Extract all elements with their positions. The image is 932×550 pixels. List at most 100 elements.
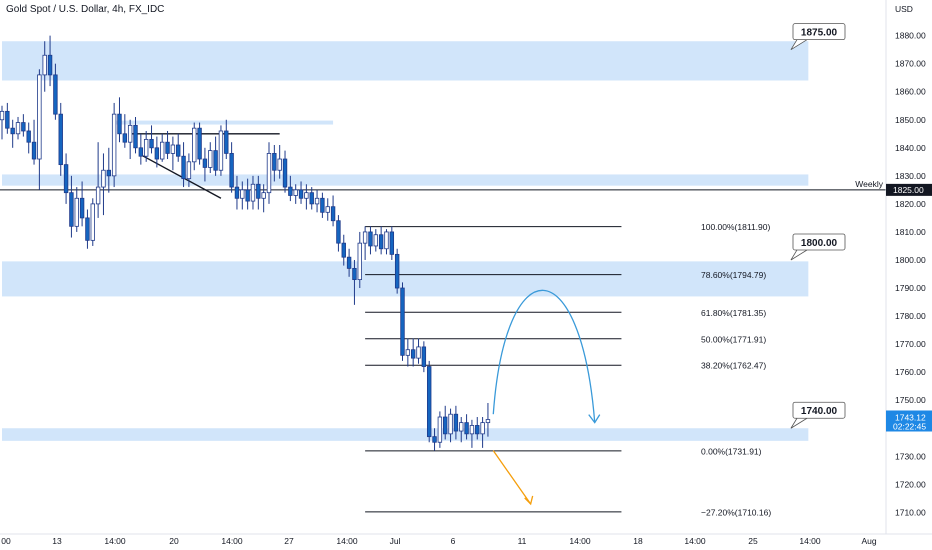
candle-body-down (389, 231, 395, 255)
key-level-callout: 1740.00 (790, 401, 846, 429)
candle-body-up (459, 422, 464, 432)
callout-box (792, 401, 846, 419)
candle-body-up (437, 416, 443, 443)
candle (186, 153, 192, 188)
candle-body-down (58, 113, 63, 166)
candle-body-down (330, 206, 336, 222)
candle-body-down (138, 147, 144, 157)
candle-body-down (298, 189, 304, 199)
candle (288, 175, 293, 202)
candle (176, 133, 181, 162)
candle (138, 133, 144, 165)
callout-pointer (790, 249, 808, 261)
price-axis[interactable]: USD1710.001720.001730.001740.001750.0017… (885, 0, 932, 550)
time-tick-label: Aug (861, 536, 876, 546)
candle-body-up (293, 189, 298, 196)
candle (122, 114, 128, 148)
candle-body-down (421, 346, 427, 367)
support-resistance-zones (2, 41, 809, 441)
candle (197, 122, 202, 165)
candle-body-down (453, 413, 459, 432)
candle-body-down (475, 425, 480, 435)
candle-body-up (192, 127, 197, 163)
price-tick-label: 1850.00 (895, 115, 926, 125)
candle (416, 338, 421, 364)
candle-body-down (443, 416, 448, 435)
weekly-label: Weekly (855, 179, 883, 189)
candle-body-down (256, 183, 261, 199)
candle (218, 125, 224, 176)
candle (63, 153, 69, 204)
candle (74, 187, 79, 232)
price-tick-label: 1880.00 (895, 31, 926, 41)
candle-body-up (111, 113, 117, 177)
price-tick-label: 1720.00 (895, 479, 926, 489)
time-tick-label: 25 (748, 536, 758, 546)
candle-body-down (394, 253, 400, 289)
candle-body-down (53, 74, 58, 115)
candle-body-up (325, 206, 330, 213)
candle-body-down (229, 153, 234, 188)
candle (405, 338, 411, 367)
callout-box (792, 23, 846, 41)
candle (90, 198, 95, 246)
price-tick-label: 1760.00 (895, 367, 926, 377)
price-tick-label: 1820.00 (895, 199, 926, 209)
candle-body-down (202, 158, 208, 168)
key-level-callout: 1800.00 (790, 233, 846, 261)
price-tick-label: 1840.00 (895, 143, 926, 153)
candle (240, 181, 245, 210)
candle-body-up (362, 231, 368, 244)
candle (143, 130, 149, 162)
projection-arc-arrowhead (588, 414, 601, 424)
zone (2, 41, 809, 81)
candle-body-up (480, 422, 485, 435)
candle (245, 178, 250, 210)
fib-level-label: 100.00%(1811.90) (701, 222, 770, 232)
candle (485, 403, 491, 437)
candle (352, 259, 357, 305)
candle (394, 248, 400, 294)
price-tick-label: 1770.00 (895, 339, 926, 349)
time-axis[interactable]: 00 13 14:00 20 14:00 27 14:00 Jul 6 11 14:00 18 14:0… (0, 533, 932, 550)
candle (336, 215, 341, 252)
candle (368, 226, 373, 255)
price-tick-label: 1830.00 (895, 171, 926, 181)
fib-level-label: 38.20%(1762.47) (701, 361, 766, 371)
candle-body-down (165, 141, 170, 154)
candle (448, 408, 453, 443)
candle (282, 150, 288, 193)
candle (133, 116, 138, 154)
candle-body-down (346, 256, 352, 269)
candle (165, 130, 170, 160)
candle-body-up (304, 192, 309, 199)
price-tick-label: 1750.00 (895, 395, 926, 405)
candle (261, 184, 266, 213)
candle (357, 231, 362, 289)
candle-body-up (15, 122, 21, 135)
candle (127, 119, 133, 160)
countdown-label: 02:22:45 (893, 421, 926, 431)
candle-body-down (133, 124, 138, 149)
candle-body-down (69, 192, 74, 227)
candle-body-down (432, 436, 437, 443)
candle-body-up (159, 141, 165, 160)
price-tick-label: 1870.00 (895, 59, 926, 69)
candle (85, 209, 90, 249)
candle (170, 136, 176, 171)
candle-body-down (368, 231, 373, 247)
time-tick-label: 14:00 (336, 536, 358, 546)
candle-body-up (0, 110, 5, 121)
candle (15, 116, 21, 140)
candle (229, 142, 234, 193)
projection-down-line (492, 450, 532, 505)
candle-body-down (245, 189, 250, 202)
price-tick-label: 1860.00 (895, 87, 926, 97)
fib-level-label: 0.00%(1731.91) (701, 446, 762, 456)
candle (384, 229, 389, 255)
candle-body-up (170, 144, 176, 154)
candle-body-down (154, 147, 160, 160)
callout-box (792, 233, 846, 251)
candle (117, 97, 122, 143)
